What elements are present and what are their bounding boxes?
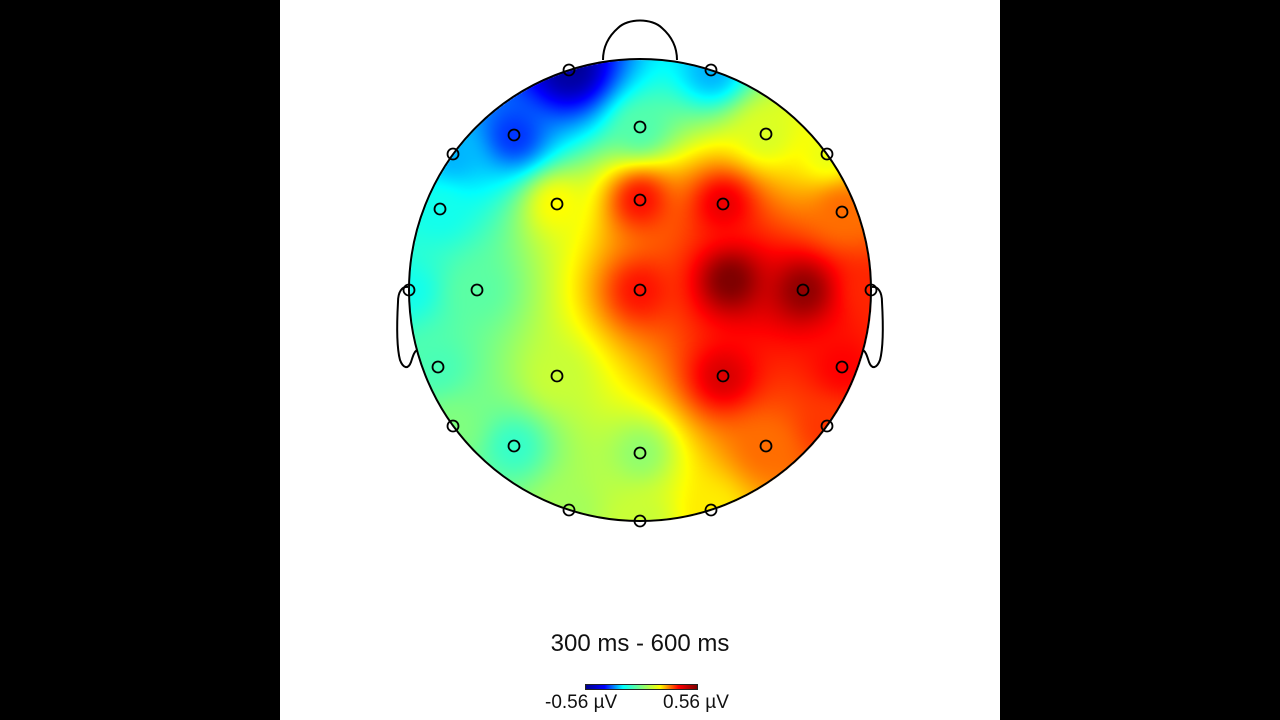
electrode-marker	[431, 360, 445, 374]
electrode-marker	[507, 128, 521, 142]
electrode-marker	[633, 193, 647, 207]
left-ear-outline	[396, 285, 418, 368]
electrode-marker	[633, 120, 647, 134]
electrode-marker	[550, 369, 564, 383]
electrode-marker	[796, 283, 810, 297]
electrode-marker	[470, 283, 484, 297]
electrode-marker	[562, 63, 576, 77]
electrode-marker	[820, 147, 834, 161]
electrode-marker	[433, 202, 447, 216]
electrode-marker	[820, 419, 834, 433]
electrode-marker	[633, 514, 647, 528]
electrode-marker	[716, 197, 730, 211]
electrode-marker	[633, 283, 647, 297]
electrode-marker	[446, 419, 460, 433]
electrode-marker	[446, 147, 460, 161]
electrode-marker	[633, 446, 647, 460]
electrode-marker	[759, 127, 773, 141]
electrode-marker	[716, 369, 730, 383]
electrode-marker	[704, 503, 718, 517]
head-outline	[396, 19, 884, 528]
electrode-marker	[759, 439, 773, 453]
electrode-marker	[507, 439, 521, 453]
head-circle	[408, 58, 872, 522]
figure-panel: 300 ms - 600 ms -0.56 µV 0.56 µV	[280, 0, 1000, 720]
electrode-marker	[562, 503, 576, 517]
electrode-markers	[402, 63, 878, 528]
colorbar-max-label: 0.56 µV	[663, 692, 729, 713]
nose-outline	[602, 19, 678, 61]
electrode-marker	[864, 283, 878, 297]
electrode-marker	[835, 360, 849, 374]
electrode-marker	[835, 205, 849, 219]
colorbar	[585, 684, 698, 690]
electrode-marker	[550, 197, 564, 211]
electrode-marker	[704, 63, 718, 77]
colorbar-min-label: -0.56 µV	[545, 692, 618, 713]
electrode-marker	[402, 283, 416, 297]
time-window-title: 300 ms - 600 ms	[550, 630, 730, 657]
right-ear-outline	[862, 285, 884, 368]
